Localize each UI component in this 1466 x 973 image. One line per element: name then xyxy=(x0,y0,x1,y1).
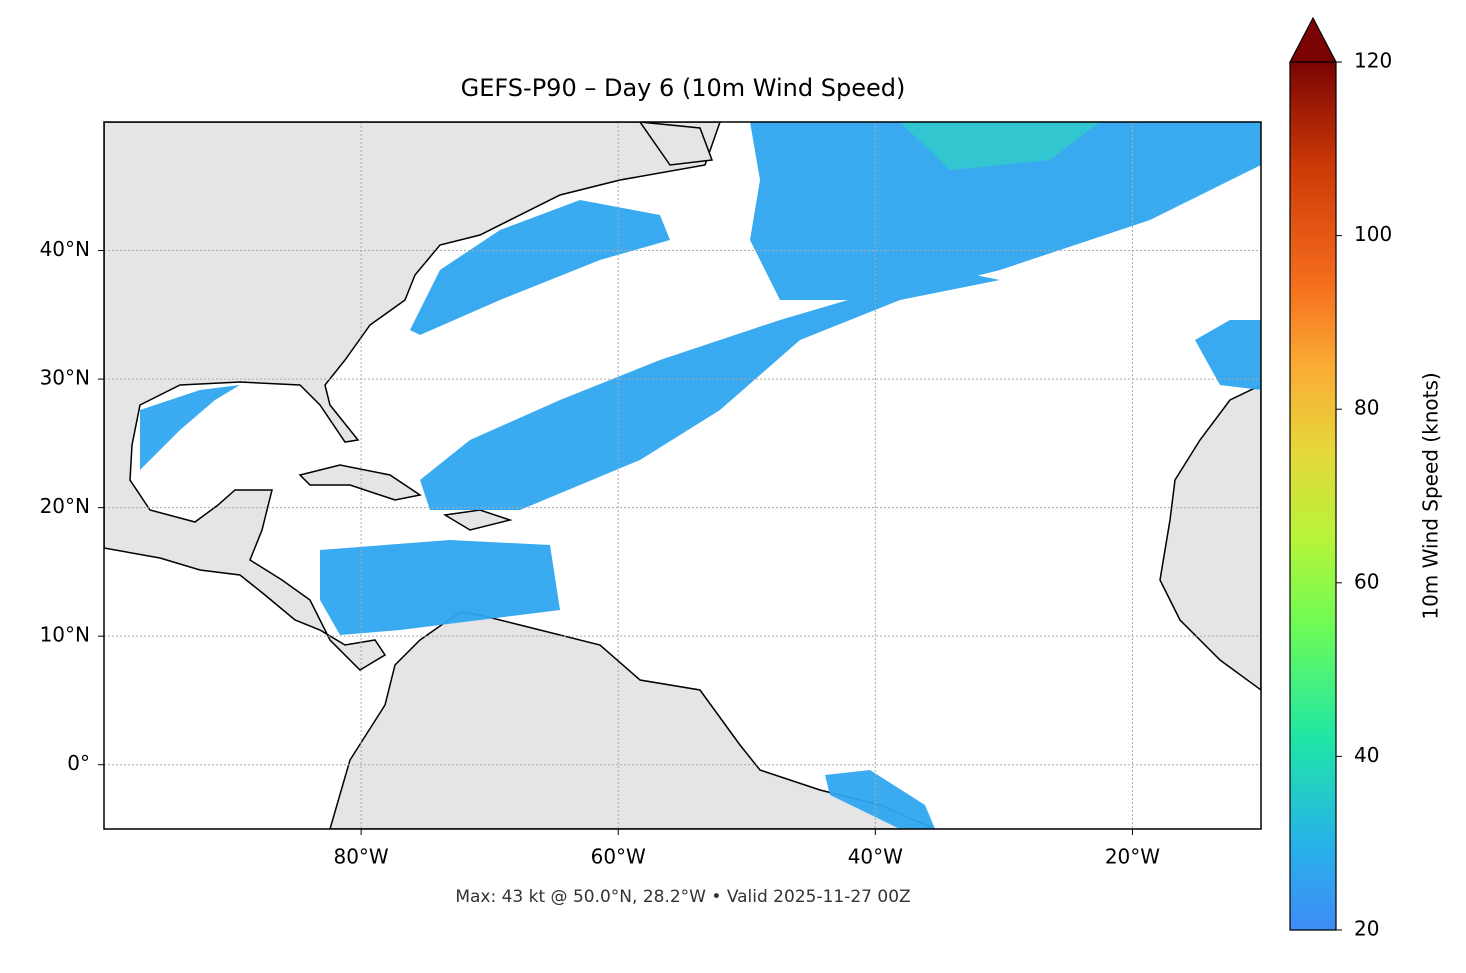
colorbar xyxy=(1290,62,1336,930)
colorbar-label: 10m Wind Speed (knots) xyxy=(1419,372,1443,619)
colorbar-frame xyxy=(1289,62,1337,931)
grid xyxy=(104,122,1261,829)
y-tick-label: 0° xyxy=(67,751,90,775)
x-tick-label: 60°W xyxy=(591,845,646,869)
wind-area xyxy=(420,270,1000,510)
x-tick-label: 40°W xyxy=(848,845,903,869)
wind-area xyxy=(1195,320,1261,390)
wind-field xyxy=(140,122,1261,829)
x-tick-label: 80°W xyxy=(333,845,388,869)
map xyxy=(104,122,1261,829)
footnote: Max: 43 kt @ 50.0°N, 28.2°W • Valid 2025… xyxy=(455,887,910,907)
y-tick-label: 20°N xyxy=(40,494,90,518)
colorbar-tick-label: 100 xyxy=(1354,222,1392,246)
north-america xyxy=(104,122,721,671)
hispaniola xyxy=(442,509,513,531)
colorbar-tick-label: 80 xyxy=(1354,396,1379,420)
plot-frame xyxy=(103,121,1262,830)
newfoundland xyxy=(639,122,714,166)
wind-max-area xyxy=(900,122,1100,170)
y-tick-label: 30°N xyxy=(40,366,90,390)
x-tick-label: 20°W xyxy=(1105,845,1160,869)
colorbar-extend xyxy=(1289,16,1337,63)
wind-area xyxy=(320,540,560,635)
cuba xyxy=(298,464,422,501)
africa xyxy=(1159,384,1261,691)
colorbar-tick-label: 120 xyxy=(1354,49,1392,73)
chart-title: GEFS-P90 – Day 6 (10m Wind Speed) xyxy=(461,74,906,102)
colorbar-tick-label: 20 xyxy=(1354,917,1379,941)
wind-area xyxy=(750,122,1261,300)
y-tick-label: 40°N xyxy=(40,237,90,261)
wind-area xyxy=(410,200,670,335)
colorbar-tick-label: 60 xyxy=(1354,569,1379,593)
colorbar-tick-label: 40 xyxy=(1354,743,1379,767)
y-tick-label: 10°N xyxy=(40,623,90,647)
wind-area xyxy=(825,770,935,829)
wind-area xyxy=(140,385,240,470)
